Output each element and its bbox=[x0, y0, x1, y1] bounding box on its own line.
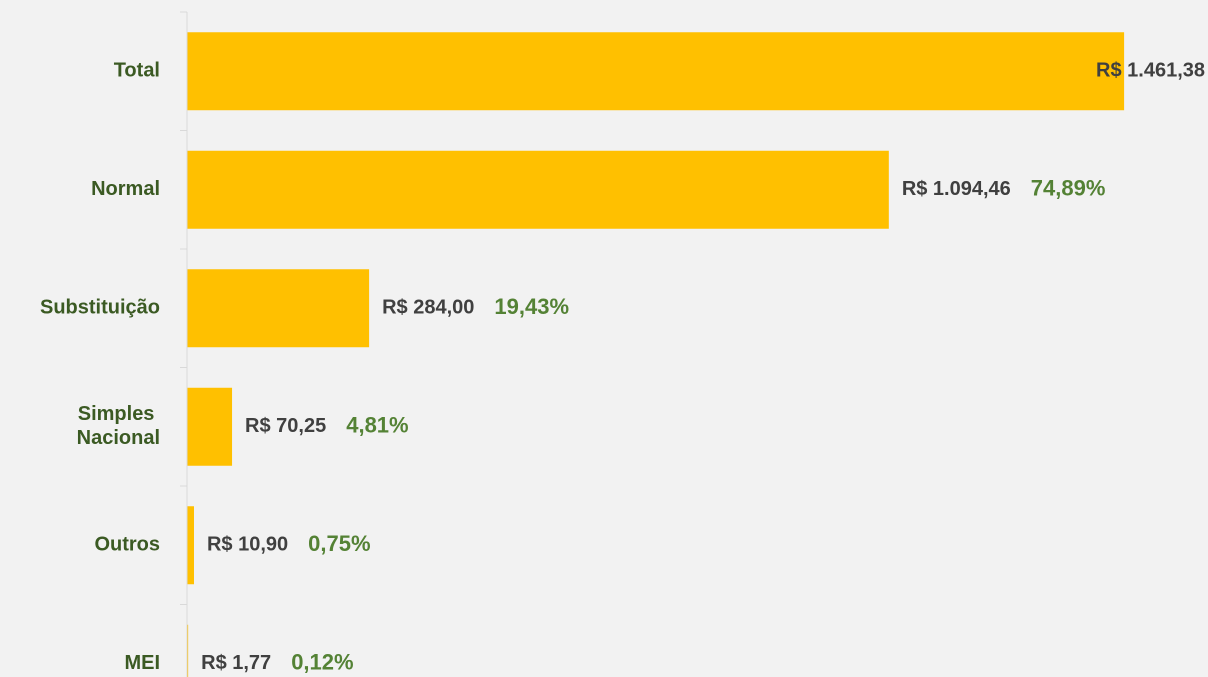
y-tick-label: Substituição bbox=[40, 297, 160, 319]
y-tick-label: Simples Nacional bbox=[77, 403, 160, 449]
share-label: 19,43% bbox=[494, 294, 569, 319]
y-tick-label: MEI bbox=[124, 652, 160, 674]
bar bbox=[187, 387, 233, 466]
bar bbox=[187, 269, 370, 348]
data-label: R$ 284,00 bbox=[382, 297, 474, 319]
bar bbox=[187, 32, 1125, 111]
share-label: 74,89% bbox=[1031, 176, 1106, 201]
data-label: R$ 1.461,38 bbox=[1096, 60, 1205, 82]
data-label: R$ 1.094,46 bbox=[902, 178, 1011, 200]
data-label: R$ 1,77 bbox=[201, 652, 271, 674]
share-label: 0,75% bbox=[308, 531, 370, 556]
y-tick-label: Total bbox=[114, 60, 160, 82]
data-label: R$ 10,90 bbox=[207, 534, 288, 556]
y-tick-label: Normal bbox=[91, 178, 160, 200]
bar bbox=[187, 624, 189, 677]
bar bbox=[187, 506, 194, 585]
share-label: 4,81% bbox=[346, 413, 408, 438]
y-tick-label: Outros bbox=[94, 534, 160, 556]
bar bbox=[187, 150, 889, 229]
share-label: 0,12% bbox=[291, 650, 353, 675]
data-label: R$ 70,25 bbox=[245, 415, 326, 437]
